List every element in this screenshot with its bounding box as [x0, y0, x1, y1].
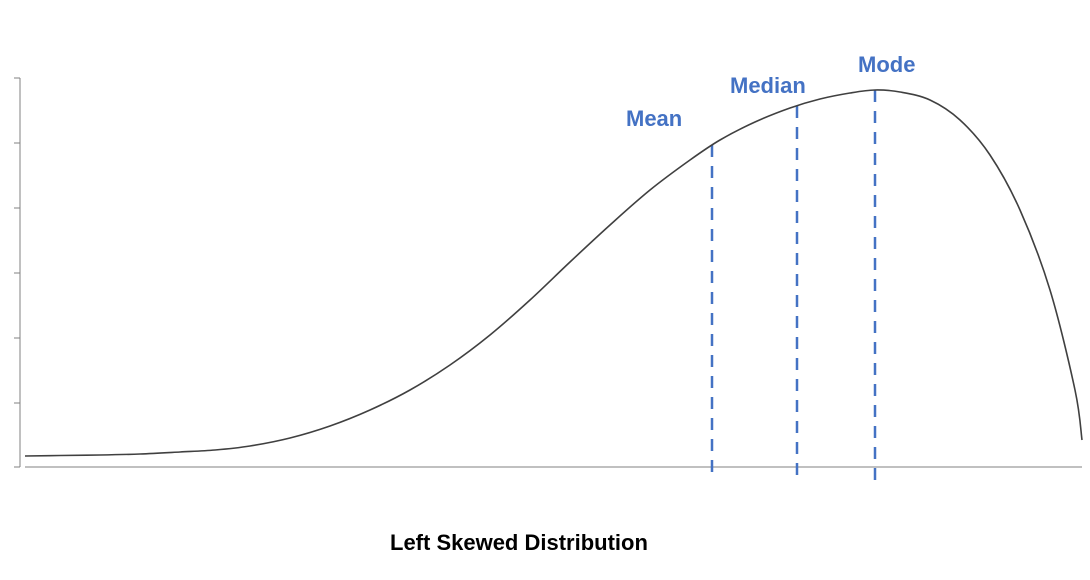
y-ticks: [14, 78, 20, 467]
figure-caption: Left Skewed Distribution: [390, 530, 648, 556]
mean-label: Mean: [626, 106, 682, 132]
mode-label: Mode: [858, 52, 915, 78]
figure-canvas: Mean Median Mode Left Skewed Distributio…: [0, 0, 1090, 580]
y-axis: [14, 78, 20, 467]
marker-lines: [712, 90, 875, 480]
distribution-curve: [25, 90, 1082, 456]
distribution-chart: [0, 0, 1090, 580]
median-label: Median: [730, 73, 806, 99]
